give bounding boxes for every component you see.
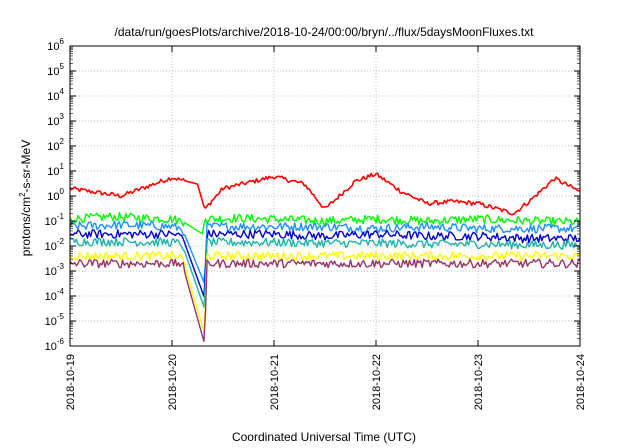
series-line-5 — [69, 250, 581, 333]
y-tick-exponent: 1 — [60, 162, 65, 171]
y-tick-label: 10-4 — [45, 287, 65, 303]
series-layer — [69, 172, 581, 342]
x-tick-label: 2018-10-21 — [269, 354, 281, 410]
x-axis-title: Coordinated Universal Time (UTC) — [232, 430, 416, 444]
y-tick-label: 101 — [47, 162, 64, 178]
y-tick-exponent: -4 — [57, 287, 65, 296]
y-tick-exponent: -3 — [57, 262, 65, 271]
y-tick-base: 10 — [45, 241, 57, 253]
y-tick-label: 100 — [47, 187, 64, 203]
y-tick-base: 10 — [47, 166, 59, 178]
y-axis-title-part1: protons/cm — [19, 197, 33, 256]
y-tick-label: 10-5 — [45, 312, 65, 328]
x-tick-label: 2018-10-19 — [65, 354, 77, 410]
series-line-6 — [69, 258, 581, 342]
series-line-4 — [69, 236, 581, 308]
y-tick-base: 10 — [47, 91, 59, 103]
y-tick-exponent: -5 — [57, 312, 65, 321]
y-tick-exponent: 3 — [60, 112, 65, 121]
y-axis-title: protons/cm2-s-sr-MeV — [18, 140, 33, 256]
series-line-3 — [69, 229, 581, 297]
chart-title: /data/run/goesPlots/archive/2018-10-24/0… — [115, 25, 535, 39]
x-tick-label: 2018-10-20 — [167, 354, 179, 410]
y-tick-base: 10 — [45, 341, 57, 353]
tick-layer: 10-610-510-410-310-210-11001011021031041… — [45, 37, 587, 410]
y-tick-base: 10 — [47, 41, 59, 53]
y-tick-base: 10 — [45, 216, 57, 228]
x-tick-label: 2018-10-23 — [473, 354, 485, 410]
y-tick-base: 10 — [47, 66, 59, 78]
y-tick-label: 10-2 — [45, 237, 65, 253]
y-tick-label: 10-1 — [45, 212, 65, 228]
y-axis-title-part2: -s-sr-MeV — [19, 140, 33, 193]
y-tick-label: 105 — [47, 62, 64, 78]
y-tick-exponent: 0 — [60, 187, 65, 196]
y-tick-label: 106 — [47, 37, 64, 53]
series-line-2 — [69, 220, 581, 283]
y-tick-base: 10 — [47, 191, 59, 203]
y-tick-exponent: -2 — [57, 237, 65, 246]
y-axis-title-sup: 2 — [18, 192, 27, 197]
y-tick-label: 10-3 — [45, 262, 65, 278]
y-tick-exponent: 6 — [60, 37, 65, 46]
y-tick-exponent: 5 — [60, 62, 65, 71]
series-line-1 — [69, 211, 581, 235]
y-tick-label: 103 — [47, 112, 64, 128]
plot-frame — [69, 45, 581, 347]
y-tick-exponent: -1 — [57, 212, 65, 221]
y-tick-base: 10 — [47, 116, 59, 128]
x-tick-label: 2018-10-24 — [575, 354, 587, 410]
y-tick-base: 10 — [45, 316, 57, 328]
y-tick-exponent: -6 — [57, 337, 65, 346]
y-tick-base: 10 — [45, 266, 57, 278]
y-tick-label: 104 — [47, 87, 64, 103]
y-tick-label: 102 — [47, 137, 64, 153]
y-tick-base: 10 — [47, 141, 59, 153]
y-tick-label: 10-6 — [45, 337, 65, 353]
x-tick-label: 2018-10-22 — [371, 354, 383, 410]
grid-layer — [70, 46, 580, 346]
y-tick-base: 10 — [45, 291, 57, 303]
series-line-0 — [69, 172, 581, 216]
y-tick-exponent: 2 — [60, 137, 65, 146]
y-tick-exponent: 4 — [60, 87, 65, 96]
